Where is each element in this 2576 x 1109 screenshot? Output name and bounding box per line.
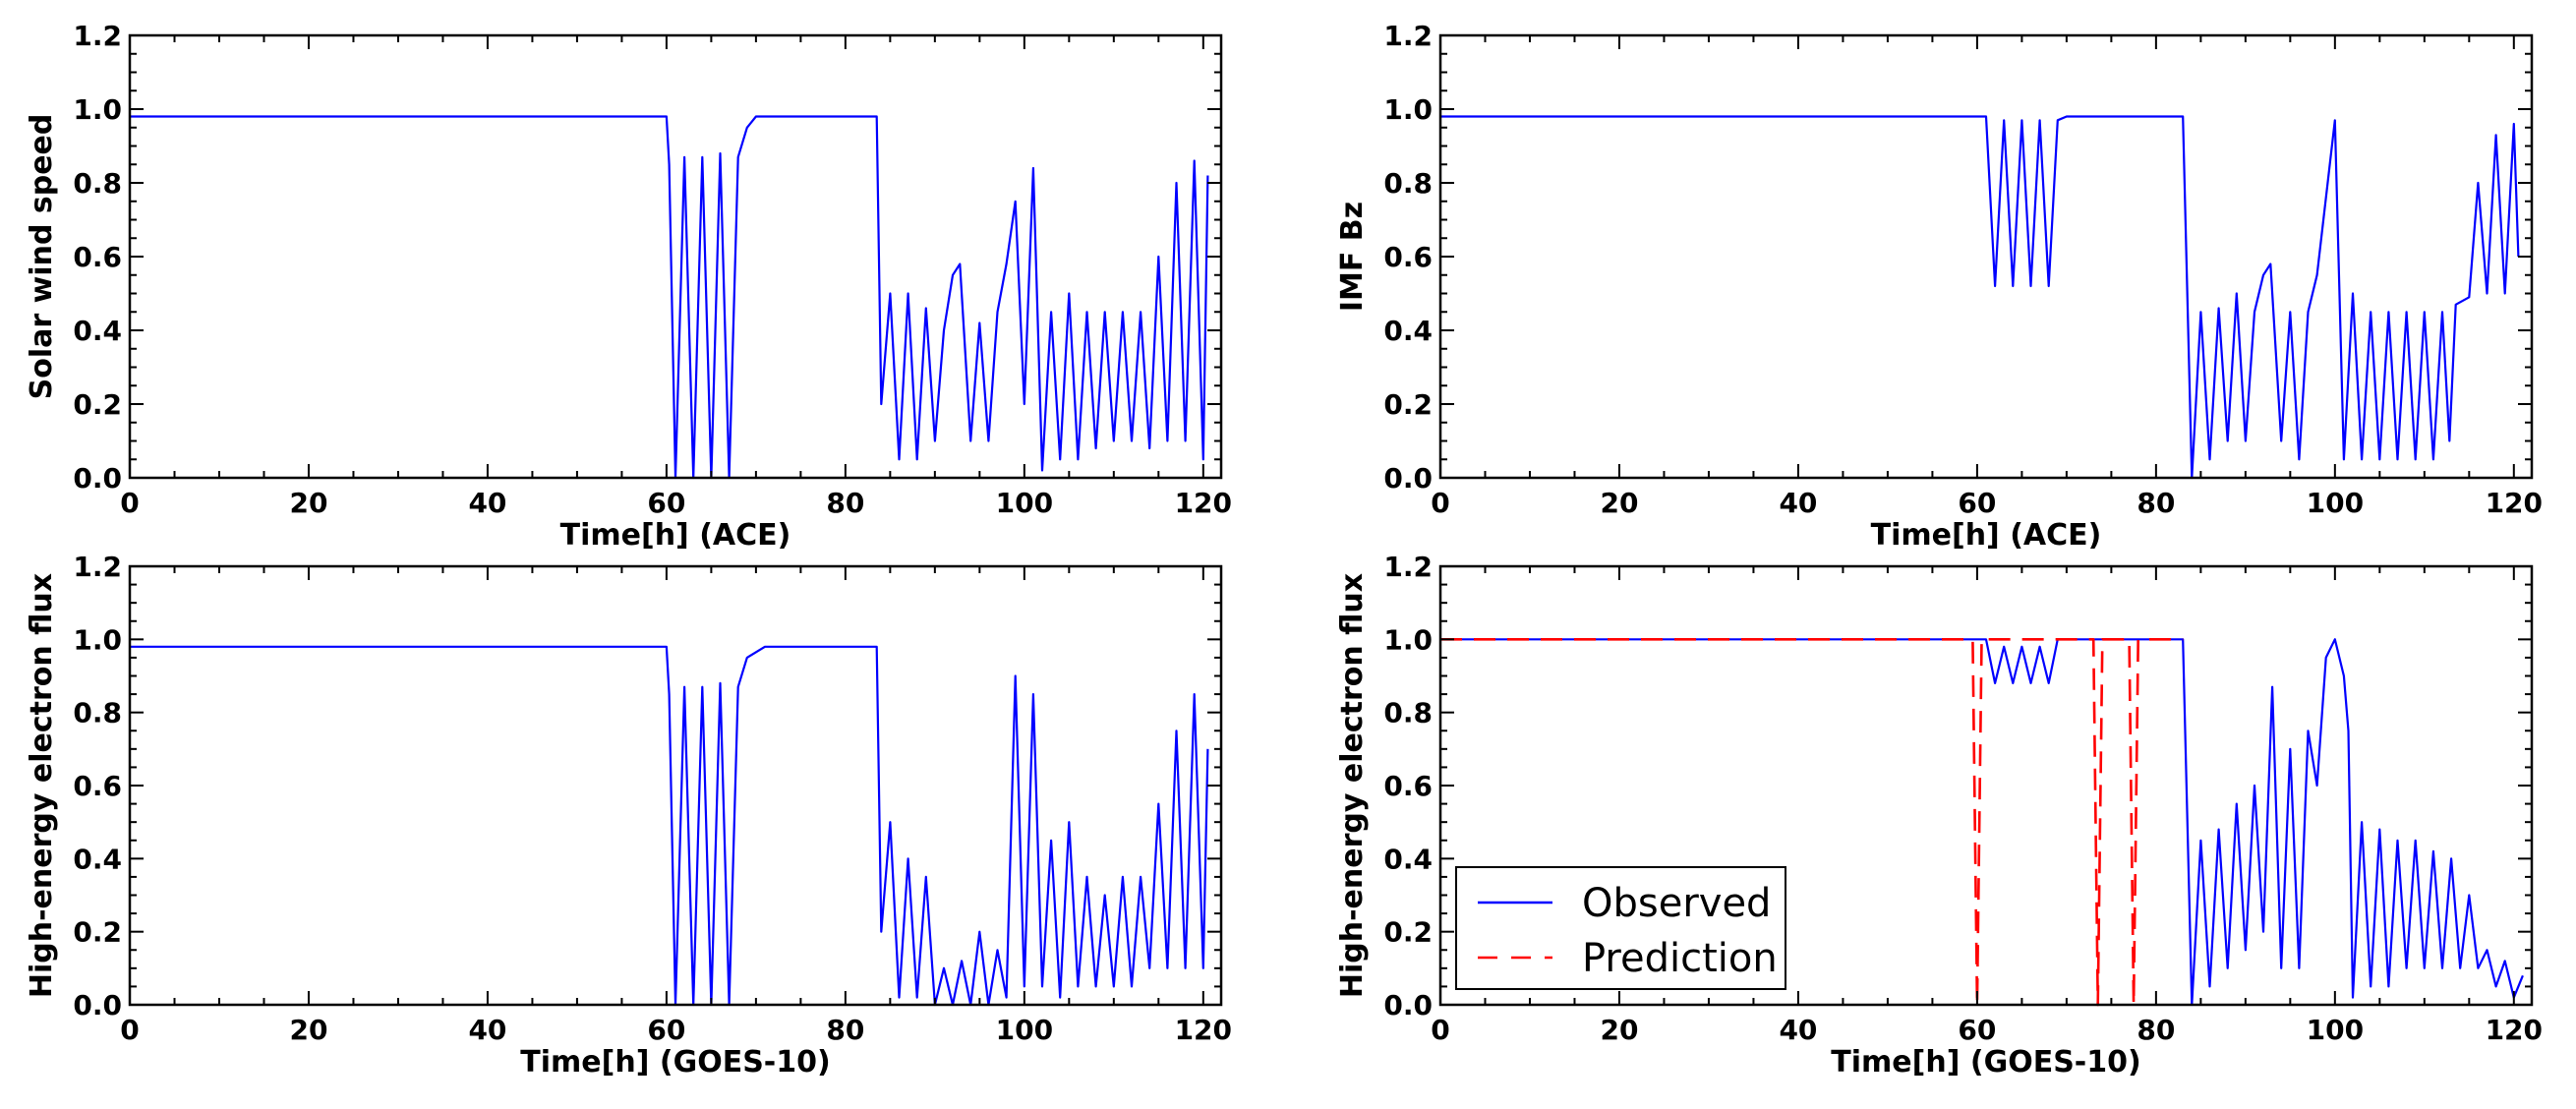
x-tick-label: 0 (1431, 487, 1449, 519)
y-tick-label: 1.0 (73, 623, 122, 656)
y-axis-label: High-energy electron flux (1335, 573, 1370, 998)
x-tick-label: 100 (2307, 487, 2364, 519)
y-tick-label: 1.0 (73, 93, 122, 126)
x-tick-label: 80 (2137, 1014, 2175, 1046)
x-axis-label: Time[h] (ACE) (1871, 518, 2102, 553)
y-tick-label: 0.0 (73, 462, 122, 495)
panel-electron-flux-prediction: 0 20 40 60 80 100 120 0.0 0.2 0.4 0.6 0.8 1.0 1.2 Time… (1335, 551, 2543, 1080)
x-axis-label: Time[h] (GOES-10) (1831, 1045, 2140, 1080)
x-tick-label: 80 (826, 1014, 864, 1046)
y-tick-label: 0.8 (1383, 167, 1433, 200)
x-tick-label: 120 (2486, 487, 2543, 519)
x-tick-label: 120 (1175, 1014, 1232, 1046)
y-tick-label: 0.4 (1383, 843, 1433, 875)
panel-imf-bz: 0 20 40 60 80 100 120 0.0 0.2 0.4 0.6 0.8 1.0 1.2 Time… (1335, 20, 2543, 553)
y-tick-label: 0.8 (1383, 697, 1433, 730)
y-tick-label: 1.0 (1383, 93, 1433, 126)
y-tick-label: 0.2 (1383, 388, 1433, 421)
y-tick-label: 0.8 (73, 167, 122, 200)
y-tick-label: 1.0 (1383, 623, 1433, 656)
x-tick-label: 100 (2307, 1014, 2364, 1046)
y-tick-label: 0.0 (1383, 989, 1433, 1021)
series-line-observed (130, 115, 1209, 480)
axes-frame (1438, 33, 2534, 480)
x-tick-label: 60 (1958, 487, 1996, 519)
legend-label-prediction: Prediction (1582, 936, 1778, 981)
y-tick-label: 0.2 (1383, 916, 1433, 949)
series-line-observed (1440, 638, 2524, 1007)
x-tick-label: 20 (1600, 487, 1638, 519)
y-tick-label: 1.2 (1383, 551, 1433, 583)
x-tick-label: 0 (120, 1014, 139, 1046)
y-tick-label: 0.6 (73, 241, 122, 273)
y-tick-label: 0.6 (1383, 241, 1433, 273)
x-tick-label: 20 (1600, 1014, 1638, 1046)
legend (1455, 866, 1786, 990)
x-tick-label: 0 (1431, 1014, 1449, 1046)
y-tick-label: 1.2 (1383, 20, 1433, 52)
series-line-observed (1440, 115, 2520, 480)
y-tick-label: 0.2 (73, 916, 122, 949)
x-tick-label: 60 (647, 487, 685, 519)
y-tick-label: 0.0 (73, 989, 122, 1021)
x-tick-label: 100 (996, 1014, 1053, 1046)
panel-electron-flux-observed: 0 20 40 60 80 100 120 0.0 0.2 0.4 0.6 0.8 1.0 1.2 Time… (25, 551, 1232, 1080)
y-axis-label: Solar wind speed (25, 114, 59, 400)
x-tick-label: 40 (468, 1014, 506, 1046)
x-tick-label: 40 (1779, 1014, 1817, 1046)
x-tick-label: 0 (120, 487, 139, 519)
y-tick-label: 0.0 (1383, 462, 1433, 495)
y-axis-label: IMF Bz (1335, 202, 1370, 312)
y-tick-label: 1.2 (73, 20, 122, 52)
x-tick-label: 120 (1175, 487, 1232, 519)
x-tick-label: 40 (1779, 487, 1817, 519)
x-tick-label: 20 (289, 487, 327, 519)
y-tick-label: 0.4 (1383, 315, 1433, 347)
y-tick-label: 0.2 (73, 388, 122, 421)
legend-label-observed: Observed (1582, 881, 1771, 926)
x-tick-label: 80 (826, 487, 864, 519)
x-tick-label: 100 (996, 487, 1053, 519)
panel-solar-wind-speed: 0 20 40 60 80 100 120 0.0 0.2 0.4 0.6 0.8 1.0 1.2 Time… (25, 20, 1232, 553)
x-tick-label: 40 (468, 487, 506, 519)
x-axis-label: Time[h] (GOES-10) (520, 1045, 830, 1080)
y-tick-label: 0.6 (1383, 770, 1433, 802)
y-tick-label: 0.4 (73, 315, 122, 347)
x-axis-label: Time[h] (ACE) (560, 518, 791, 553)
y-tick-label: 1.2 (73, 551, 122, 583)
y-tick-label: 0.8 (73, 697, 122, 730)
x-tick-label: 120 (2486, 1014, 2543, 1046)
x-tick-label: 20 (289, 1014, 327, 1046)
y-axis-label: High-energy electron flux (25, 573, 59, 998)
x-tick-label: 60 (1958, 1014, 1996, 1046)
x-tick-label: 60 (647, 1014, 685, 1046)
y-tick-label: 0.6 (73, 770, 122, 802)
y-tick-label: 0.4 (73, 843, 122, 875)
x-tick-label: 80 (2137, 487, 2175, 519)
series-line-observed (130, 645, 1209, 1007)
